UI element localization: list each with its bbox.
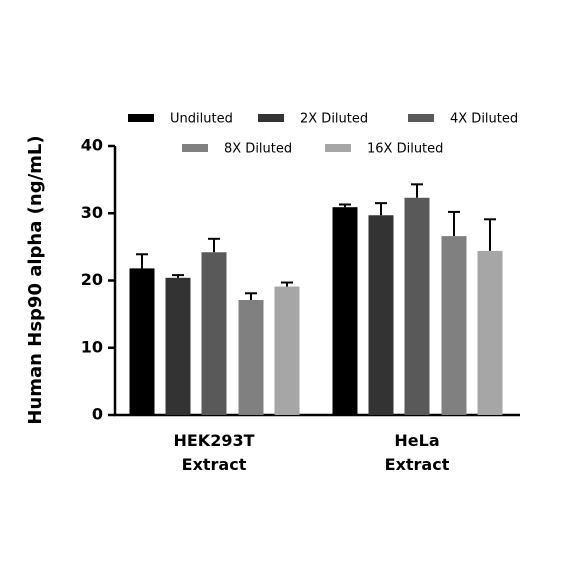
legend-swatch <box>128 114 154 122</box>
y-tick-label: 0 <box>92 405 103 424</box>
y-tick-label: 40 <box>81 136 103 155</box>
legend-label: 4X Diluted <box>450 112 518 127</box>
x-tick-label: HeLa Extract <box>385 431 450 474</box>
bar <box>201 252 227 415</box>
bar <box>274 286 300 415</box>
legend-label: 16X Diluted <box>367 142 443 157</box>
y-tick-label: 20 <box>81 270 103 289</box>
bar <box>238 300 264 415</box>
bar <box>404 197 430 415</box>
bar <box>332 207 358 415</box>
bar <box>441 236 467 415</box>
y-tick-label: 30 <box>81 203 103 222</box>
legend-swatch <box>182 144 208 152</box>
y-tick-label: 10 <box>81 337 103 356</box>
y-axis-label: Human Hsp90 alpha (ng/mL) <box>25 135 46 424</box>
bar <box>477 250 503 415</box>
legend-label: Undiluted <box>170 112 233 127</box>
legend-swatch <box>258 114 284 122</box>
legend-label: 2X Diluted <box>300 112 368 127</box>
legend-swatch <box>408 114 434 122</box>
x-tick-label: HEK293T Extract <box>173 431 254 474</box>
bar <box>368 215 394 415</box>
bar <box>165 277 191 415</box>
bar <box>129 268 155 415</box>
legend-label: 8X Diluted <box>224 142 292 157</box>
legend-swatch <box>325 144 351 152</box>
